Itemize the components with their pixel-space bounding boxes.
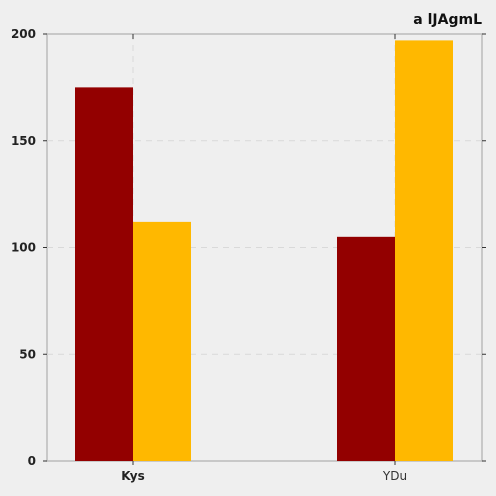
- y-tick-label: 0: [28, 454, 36, 468]
- x-tick-label: YDu: [382, 469, 407, 483]
- bar-ydu-s1: [337, 236, 395, 461]
- y-tick-label: 100: [11, 241, 36, 255]
- y-tick-label: 150: [11, 134, 36, 148]
- bar-kys-s1: [75, 87, 133, 461]
- chart-title: a lJAgmL: [413, 12, 482, 28]
- y-tick-label: 200: [11, 27, 36, 41]
- y-tick-label: 50: [19, 347, 36, 361]
- x-tick-label: Kys: [121, 469, 145, 483]
- x-axis: Kys YDu: [121, 34, 407, 483]
- bar-kys-s2: [133, 221, 191, 461]
- y-axis: 0 50 100 150 200: [11, 27, 486, 468]
- bar-ydu-s2: [395, 40, 453, 461]
- bars-layer: [75, 40, 453, 461]
